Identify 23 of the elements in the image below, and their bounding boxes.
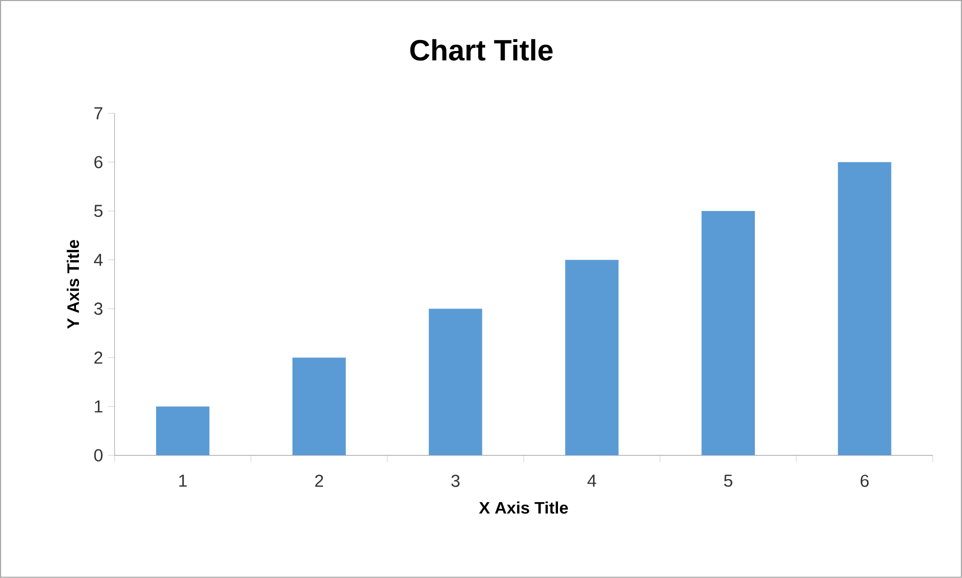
y-tick-label: 2 xyxy=(94,352,102,364)
y-tick-label: 3 xyxy=(94,302,102,315)
bar xyxy=(702,211,755,456)
x-tick-label: 5 xyxy=(724,474,732,487)
y-tick-label: 5 xyxy=(94,204,102,218)
bar xyxy=(565,260,619,456)
x-tick-label: 3 xyxy=(451,474,460,488)
bar xyxy=(292,358,346,456)
x-tick-label: 4 xyxy=(587,474,596,487)
x-tick-label: 2 xyxy=(315,474,324,487)
x-tick-label: 1 xyxy=(179,474,187,487)
y-tick-label: 6 xyxy=(94,156,102,168)
bar xyxy=(838,162,892,456)
chart-title: Chart Title xyxy=(410,39,553,61)
bar xyxy=(428,308,482,456)
y-tick-label: 7 xyxy=(94,107,102,120)
x-axis-title: X Axis Title xyxy=(479,502,568,514)
y-tick-label: 0 xyxy=(94,449,103,462)
bar xyxy=(156,406,210,456)
x-tick-label: 6 xyxy=(860,474,869,488)
y-tick-label: 1 xyxy=(94,400,102,412)
y-tick-label: 4 xyxy=(94,254,103,266)
y-axis-title: Y Axis Title xyxy=(66,240,80,329)
